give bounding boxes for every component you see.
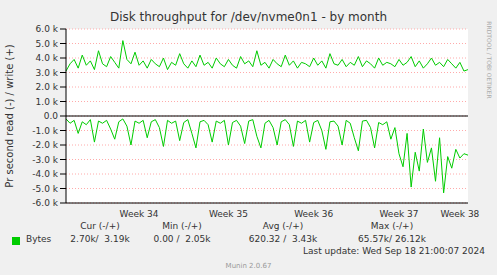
- svg-text:Week 36: Week 36: [294, 209, 333, 219]
- svg-text:-5.0 k: -5.0 k: [32, 184, 58, 194]
- html-text:Avg (-/+): Avg (-/+): [262, 221, 304, 231]
- html-text:Disk throughput for /dev/nvme0: Disk throughput for /dev/nvme0n1 - by mo…: [110, 10, 387, 24]
- html-text:Last update: Wed Sep 18 21:00:: Last update: Wed Sep 18 21:00:07 2024: [303, 246, 485, 256]
- svg-text:Week 34: Week 34: [120, 209, 159, 219]
- svg-text:-2.0 k: -2.0 k: [32, 140, 58, 150]
- svg-text:-6.0 k: -6.0 k: [32, 198, 58, 208]
- svg-text:-4.0 k: -4.0 k: [32, 169, 58, 179]
- html-text:Min (-/+): Min (-/+): [162, 221, 202, 231]
- html-text:Cur (-/+): Cur (-/+): [80, 221, 120, 231]
- html-text:620.32 / 3.43k: 620.32 / 3.43k: [248, 234, 318, 244]
- svg-text:6.0 k: 6.0 k: [36, 24, 59, 34]
- svg-text:Week 37: Week 37: [379, 209, 418, 219]
- svg-text:3.0 k: 3.0 k: [36, 68, 59, 78]
- svg-text:-1.0 k: -1.0 k: [32, 126, 58, 136]
- svg-text:0.0: 0.0: [44, 111, 59, 121]
- svg-text:5.0 k: 5.0 k: [36, 39, 59, 49]
- html-text:RRDTOOL / TOBI OETIKER: RRDTOOL / TOBI OETIKER: [485, 21, 493, 99]
- html-text:2.70k/ 3.19k: 2.70k/ 3.19k: [70, 234, 130, 244]
- html-text:Munin 2.0.67: Munin 2.0.67: [225, 262, 272, 270]
- html-text:Pr second read (-) / write (+): Pr second read (-) / write (+): [3, 44, 15, 188]
- svg-text:Week 35: Week 35: [209, 209, 248, 219]
- svg-text:-3.0 k: -3.0 k: [32, 155, 58, 165]
- html-text:0.00 / 2.05k: 0.00 / 2.05k: [153, 234, 211, 244]
- html-text:65.57k/ 26.12k: 65.57k/ 26.12k: [358, 234, 426, 244]
- html-text:Bytes: Bytes: [26, 234, 52, 244]
- svg-text:4.0 k: 4.0 k: [36, 53, 59, 63]
- svg-text:Week 38: Week 38: [440, 209, 479, 219]
- svg-text:2.0 k: 2.0 k: [36, 82, 59, 92]
- svg-text:1.0 k: 1.0 k: [36, 97, 59, 107]
- html-text:Max (-/+): Max (-/+): [370, 221, 414, 231]
